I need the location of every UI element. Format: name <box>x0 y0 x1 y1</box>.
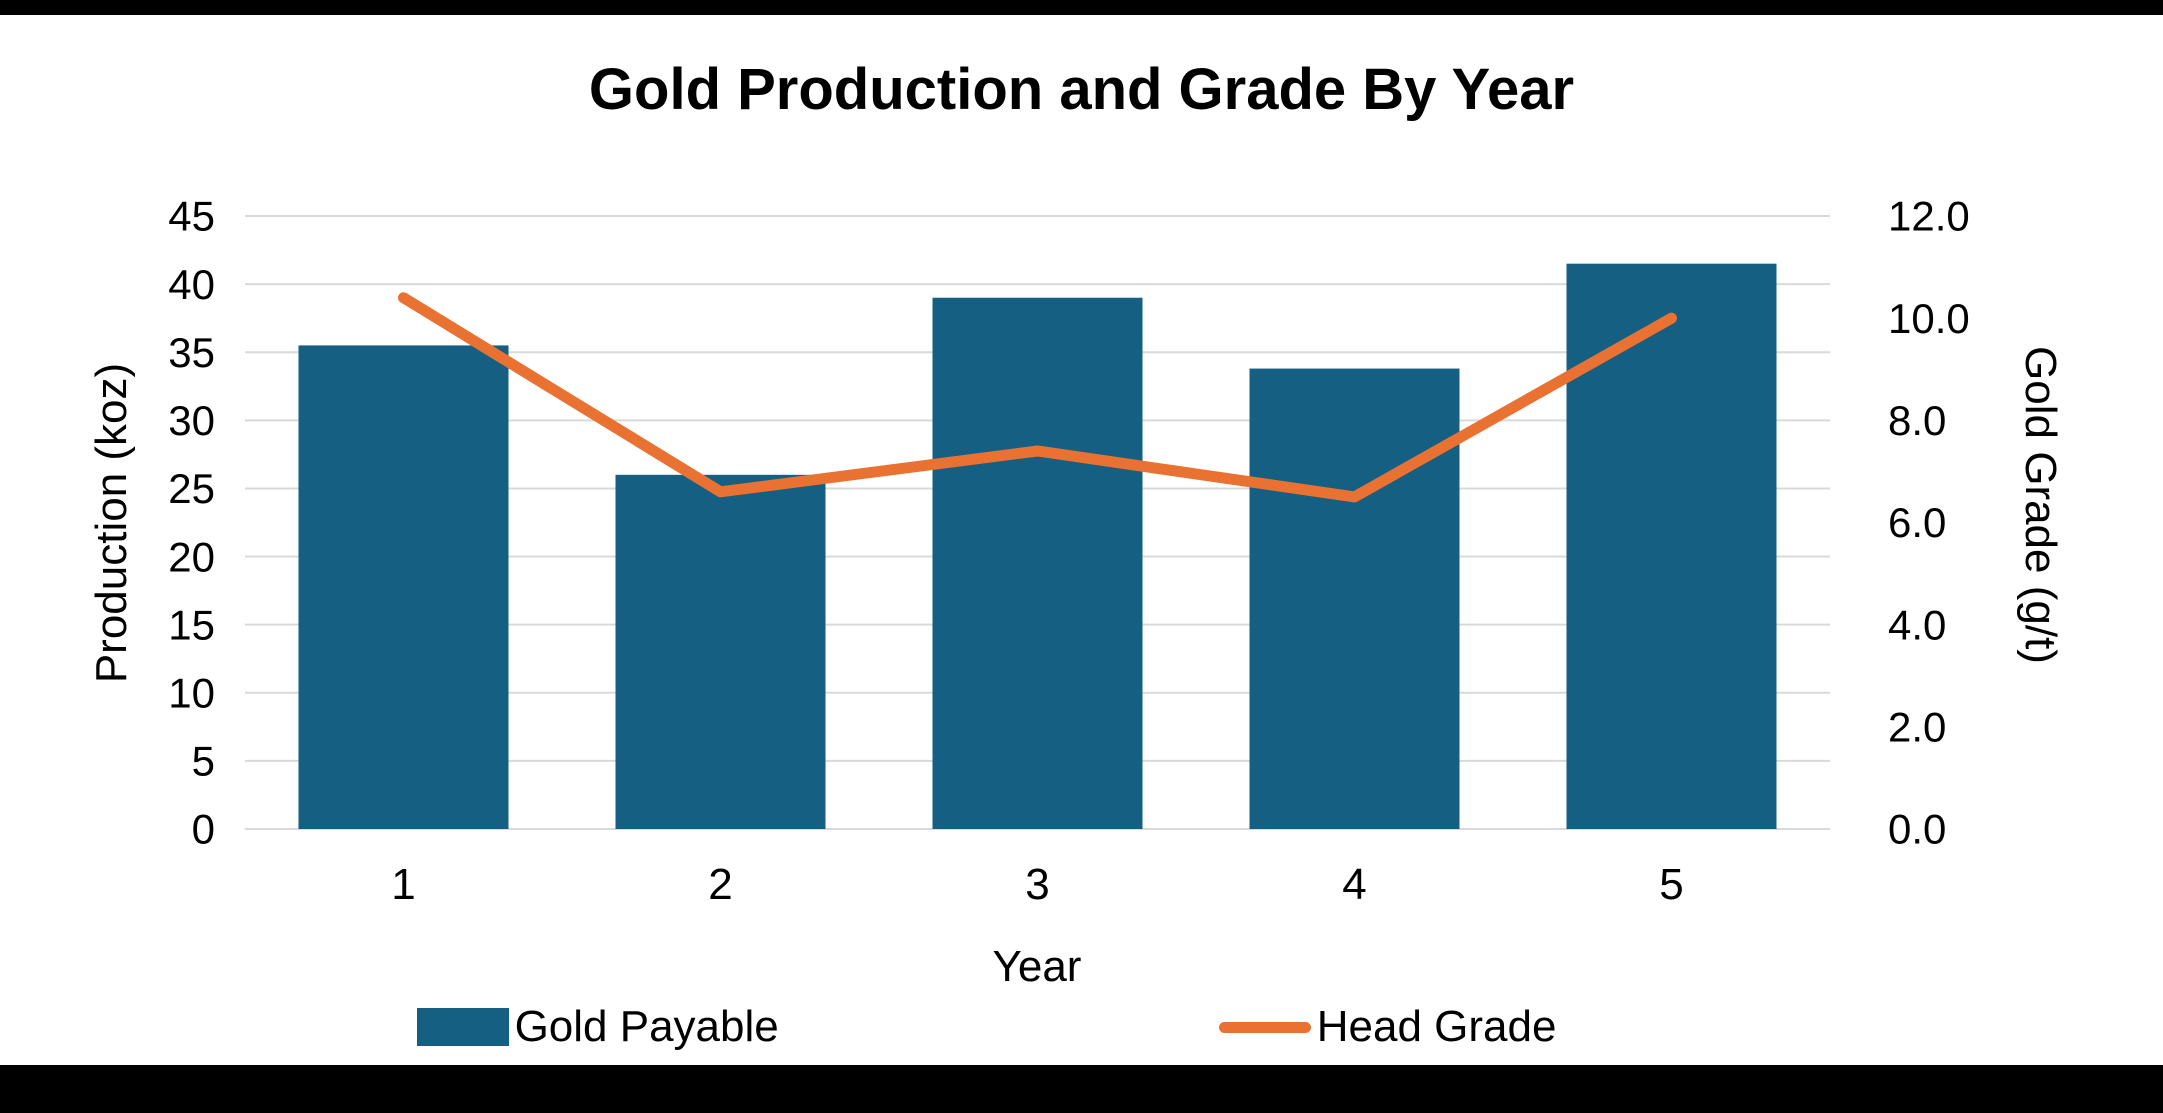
left-axis-tick-label: 35 <box>168 329 215 376</box>
legend-label-gold-payable: Gold Payable <box>514 1002 779 1051</box>
right-axis-tick-label: 12.0 <box>1888 193 1970 240</box>
left-axis-tick-label: 40 <box>168 261 215 308</box>
x-axis-tick-label: 5 <box>1659 860 1683 909</box>
right-axis-tick-label: 8.0 <box>1888 397 1946 444</box>
left-axis-tick-label: 30 <box>168 397 215 444</box>
x-axis-tick-label: 4 <box>1342 860 1366 909</box>
left-axis-tick-label: 15 <box>168 601 215 648</box>
legend-item-gold-payable: Gold Payable <box>416 1002 779 1052</box>
right-axis-tick-label: 6.0 <box>1888 499 1946 546</box>
bar-year-2 <box>615 474 826 829</box>
head-grade-swatch-icon <box>1218 1021 1311 1033</box>
chart-title: Gold Production and Grade By Year <box>588 57 1575 122</box>
left-axis-tick-label: 20 <box>168 533 215 580</box>
left-axis-tick-label: 10 <box>168 669 215 716</box>
bottom-black-strip <box>0 1065 2163 1113</box>
gold-payable-swatch-icon <box>416 1008 509 1046</box>
right-axis-tick-label: 0.0 <box>1888 806 1946 853</box>
bar-year-5 <box>1566 263 1777 830</box>
legend-label-head-grade: Head Grade <box>1316 1002 1557 1051</box>
left-axis-tick-label: 45 <box>168 193 215 240</box>
legend-item-head-grade: Head Grade <box>1218 1002 1557 1052</box>
left-axis-tick-label: 5 <box>192 738 215 785</box>
left-axis-tick-label: 25 <box>168 465 215 512</box>
right-axis-tick-label: 4.0 <box>1888 601 1946 648</box>
legend: Gold Payable Head Grade <box>0 1002 2068 1052</box>
x-axis-tick-label: 2 <box>708 860 732 909</box>
right-axis-tick-label: 2.0 <box>1888 704 1946 751</box>
bar-year-4 <box>1249 368 1460 829</box>
x-axis-title: Year <box>992 942 1082 991</box>
top-black-strip <box>0 0 2163 15</box>
x-axis-tick-label: 3 <box>1025 860 1049 909</box>
left-axis-title: Production (koz) <box>87 362 136 684</box>
right-axis-tick-label: 10.0 <box>1888 295 1970 342</box>
right-axis-title: Gold Grade (g/t) <box>2016 346 2065 664</box>
left-axis-tick-label: 0 <box>192 806 215 853</box>
x-axis-tick-label: 1 <box>391 860 415 909</box>
head-grade-line <box>398 292 1677 503</box>
bar-year-1 <box>298 345 509 829</box>
bar-year-3 <box>932 297 1143 829</box>
